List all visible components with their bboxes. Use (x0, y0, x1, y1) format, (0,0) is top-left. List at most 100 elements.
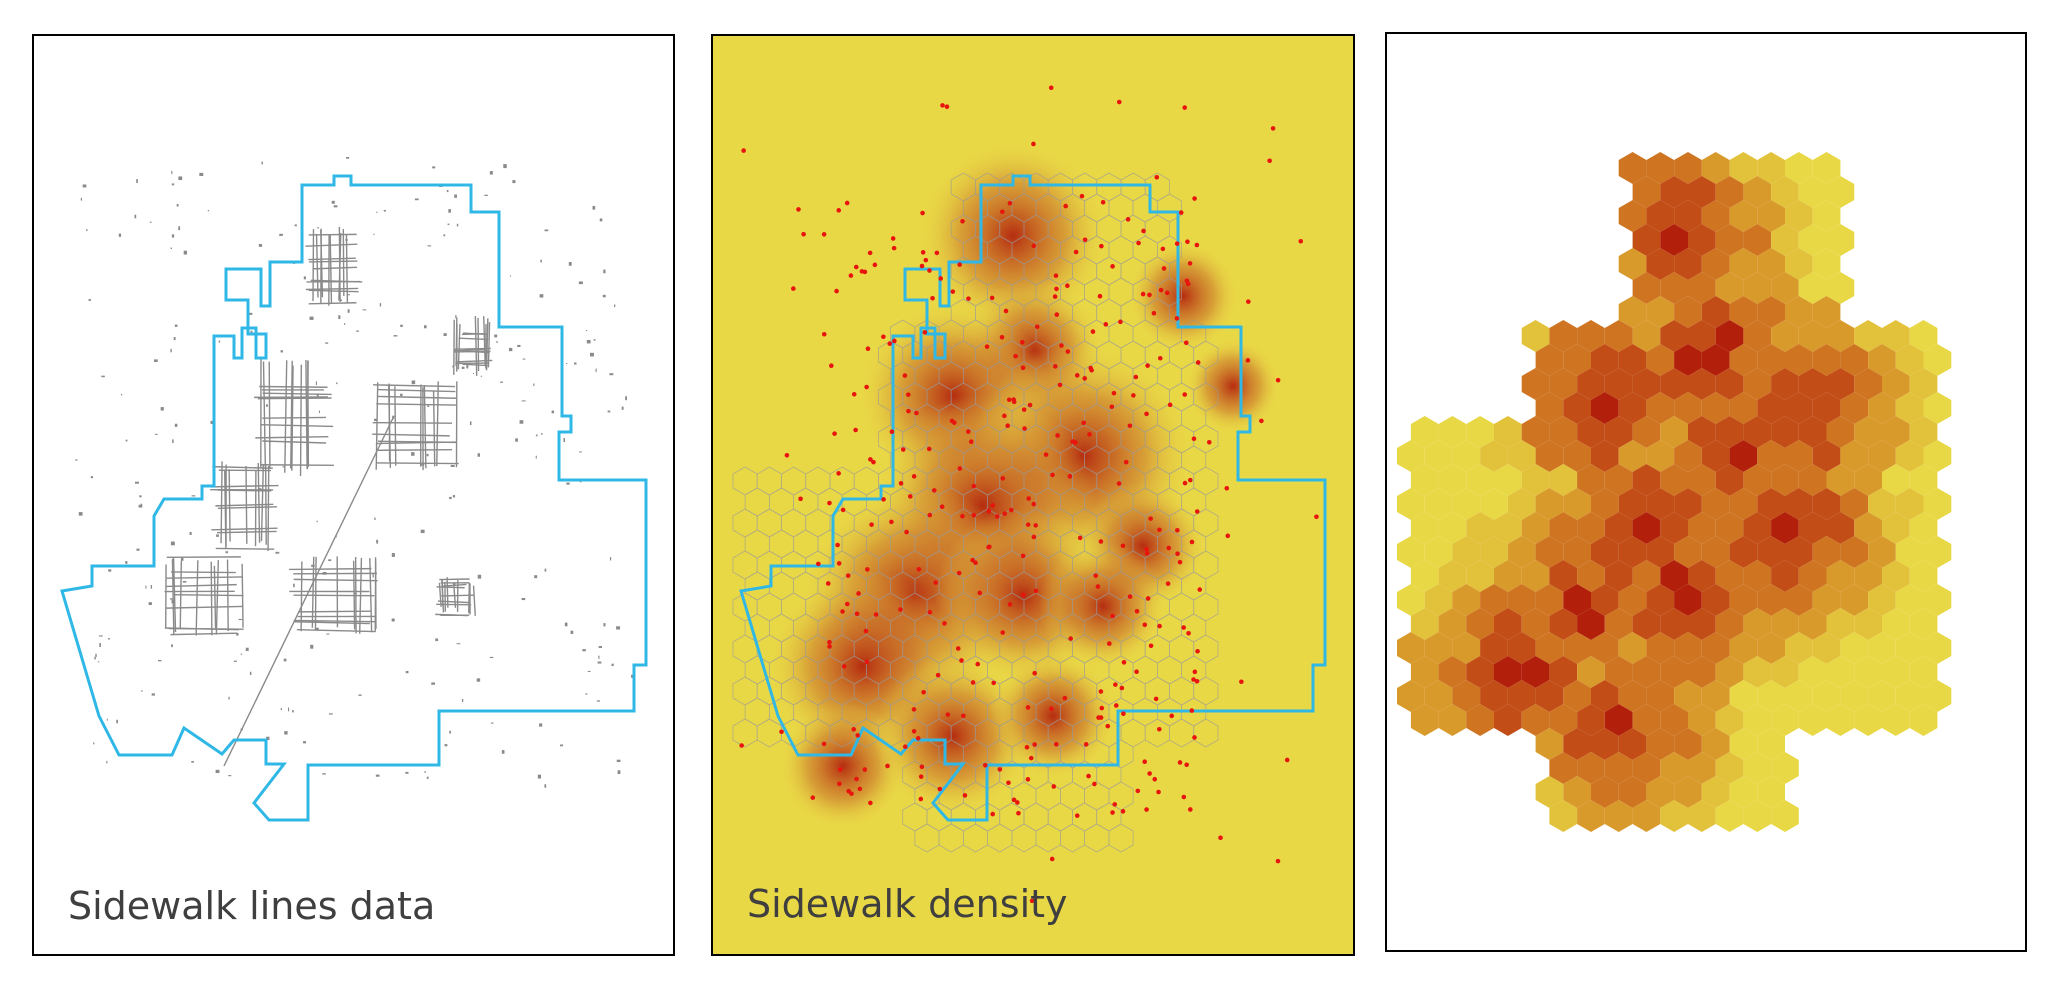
sidewalk-point (841, 664, 847, 669)
sidewalk-point (911, 707, 917, 712)
sidewalk-point (1013, 353, 1018, 359)
hexbin-cell (1688, 704, 1716, 736)
sidewalk-fragment (178, 226, 181, 231)
sidewalk-fragment (218, 340, 221, 343)
hexbin-cell (1397, 680, 1425, 712)
hexbin-cell (1743, 752, 1772, 784)
sidewalk-point (834, 288, 839, 294)
hexbin-cell (1840, 392, 1869, 424)
sidewalk-point (919, 263, 925, 269)
hexbin-cell (1577, 416, 1605, 448)
sidewalk-line (312, 266, 358, 270)
hexbin-cell (1424, 536, 1453, 568)
sidewalk-point (918, 796, 924, 802)
sidewalk-point (1144, 551, 1150, 556)
hexbin-cell (1798, 224, 1827, 256)
sidewalk-point (1144, 411, 1149, 417)
sidewalk-point (994, 514, 1000, 519)
sidewalk-fragment (448, 209, 451, 213)
hexbin-cell (1577, 752, 1605, 784)
sidewalk-line (264, 465, 267, 545)
hexbin-cell (1563, 488, 1591, 520)
sidewalk-point (960, 513, 965, 519)
hex-cell (769, 571, 794, 601)
hexbin-cell (1743, 464, 1772, 496)
hexbin-cell (1507, 536, 1536, 568)
hex-cell (963, 823, 988, 853)
sidewalk-fragment (328, 713, 333, 715)
sidewalk-fragment (99, 643, 101, 647)
sidewalk-point (900, 447, 906, 452)
sidewalk-point (1225, 533, 1231, 539)
hexbin-cell (1577, 512, 1605, 544)
sidewalk-point (1007, 602, 1013, 607)
hexbin-cell (1535, 392, 1564, 424)
sidewalk-point (1174, 241, 1180, 246)
sidewalk-point (1224, 485, 1230, 491)
sidewalk-point (1025, 522, 1031, 527)
hexbin-cell (1424, 680, 1453, 712)
sidewalk-point (1032, 742, 1037, 747)
sidewalk-fragment (94, 656, 96, 660)
sidewalk-point (1181, 794, 1187, 800)
hexbin-cell (1757, 584, 1785, 616)
hexbin-cell (1604, 704, 1633, 736)
sidewalk-point (1006, 780, 1011, 786)
sidewalk-fragment (519, 420, 524, 424)
sidewalk-line (166, 583, 237, 588)
hex-cell (1035, 781, 1061, 811)
hexbin-cell (1563, 680, 1591, 712)
sidewalk-fragment (356, 330, 360, 332)
sidewalk-fragment (596, 700, 601, 702)
hex-cell (769, 529, 794, 559)
hex-cell (1011, 781, 1037, 811)
sidewalk-fragment (541, 433, 543, 435)
hexbin-cell (1743, 416, 1772, 448)
sidewalk-fragment (249, 312, 253, 315)
hexbin-cell (1646, 680, 1675, 712)
hexbin-cell (1785, 632, 1813, 664)
sidewalk-point (848, 273, 854, 278)
hexbin-cell (1646, 200, 1675, 232)
hexbin-cell (1521, 416, 1550, 448)
hexbin-cell (1923, 680, 1952, 712)
sidewalk-point (1065, 283, 1070, 289)
sidewalk-fragment (149, 221, 152, 223)
hexbin-cell (1660, 800, 1688, 832)
sidewalk-point (1116, 99, 1122, 105)
hexbin-cell (1895, 680, 1924, 712)
hexbin-cell (1632, 320, 1661, 352)
sidewalk-line (372, 421, 453, 424)
sidewalk-line (441, 579, 444, 607)
sidewalk-line (293, 619, 375, 623)
sidewalk-point (784, 452, 790, 458)
hexbin-cell (1701, 248, 1730, 280)
sidewalk-point (821, 232, 827, 237)
sidewalk-line (377, 440, 456, 444)
sidewalk-line (305, 243, 358, 247)
hexbin-cell (1715, 368, 1744, 400)
sidewalk-fragment (258, 244, 263, 247)
hexbin-cell (1604, 752, 1633, 784)
hexbin-cell (1494, 608, 1522, 640)
sidewalk-point (862, 767, 868, 772)
hexbin-cell (1618, 248, 1647, 280)
sidewalk-point (1052, 294, 1058, 299)
hexbin-cell (1715, 656, 1744, 688)
sidewalk-point (1192, 735, 1197, 740)
sidewalk-line (457, 324, 461, 370)
hexbin-cell (1646, 440, 1675, 472)
sidewalk-fragment (280, 708, 282, 711)
sidewalk-fragment (151, 693, 155, 696)
hexbin-cell (1909, 560, 1938, 592)
hexbin-cell (1771, 800, 1799, 832)
sidewalk-fragment (108, 637, 110, 640)
sidewalk-fragment (452, 365, 454, 368)
sidewalk-fragment (494, 334, 498, 338)
sidewalk-line (267, 465, 270, 551)
sidewalk-point (1145, 363, 1150, 368)
sidewalk-fragment (225, 551, 229, 554)
hexbin-cell (1577, 608, 1605, 640)
hexbin-cell (1466, 704, 1494, 736)
hexbin-cell (1660, 416, 1688, 448)
